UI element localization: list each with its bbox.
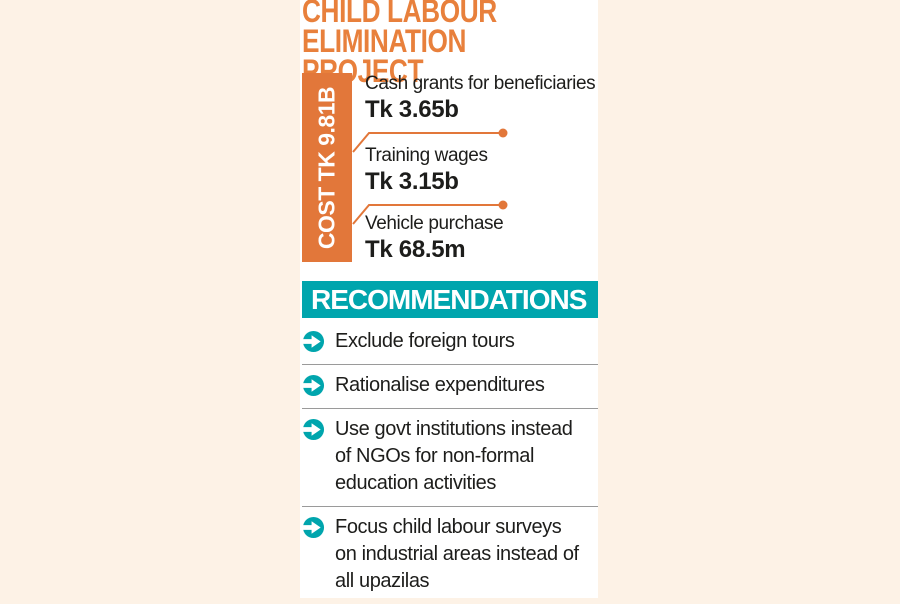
arrow-right-circle-icon: [302, 516, 325, 539]
cost-item-amount: Tk 3.15b: [365, 168, 459, 195]
recommendation-text: Exclude foreign tours: [335, 330, 515, 352]
leader-line-icon: [352, 128, 508, 153]
list-item: Rationalise expenditures: [302, 364, 598, 408]
cost-total-label: COST TK 9.81B: [313, 86, 340, 249]
list-item: Use govt institutions instead of NGOs fo…: [302, 408, 598, 506]
cost-item-amount: Tk 3.65b: [365, 96, 459, 123]
cost-item-label: Vehicle purchase: [365, 213, 504, 234]
list-item: Exclude foreign tours: [302, 321, 598, 364]
arrow-right-circle-icon: [302, 330, 325, 353]
recommendations-header-label: RECOMMENDATIONS: [311, 284, 587, 315]
cost-item-vehicle-purchase: Vehicle purchase Tk 68.5m: [365, 213, 504, 263]
cost-total-box: COST TK 9.81B: [302, 73, 352, 262]
recommendations-header-bar: RECOMMENDATIONS: [302, 281, 598, 318]
cost-item-label: Cash grants for beneficiaries: [365, 73, 596, 94]
recommendation-text: Use govt institutions instead of NGOs fo…: [335, 418, 573, 494]
recommendation-text: Rationalise expenditures: [335, 374, 545, 396]
arrow-right-circle-icon: [302, 418, 325, 441]
recommendation-text: Focus child labour surveys on industrial…: [335, 516, 579, 592]
recommendations-list: Exclude foreign tours Rationalise expend…: [302, 321, 598, 604]
cost-item-amount: Tk 68.5m: [365, 236, 466, 263]
cost-item-cash-grants: Cash grants for beneficiaries Tk 3.65b: [365, 73, 596, 123]
infographic-panel: CHILD LABOUR ELIMINATION PROJECT COST TK…: [300, 0, 598, 598]
list-item: Focus child labour surveys on industrial…: [302, 506, 598, 604]
arrow-right-circle-icon: [302, 374, 325, 397]
cost-item-training-wages: Training wages Tk 3.15b: [365, 145, 488, 195]
cost-item-label: Training wages: [365, 145, 488, 166]
leader-line-icon: [352, 200, 508, 225]
